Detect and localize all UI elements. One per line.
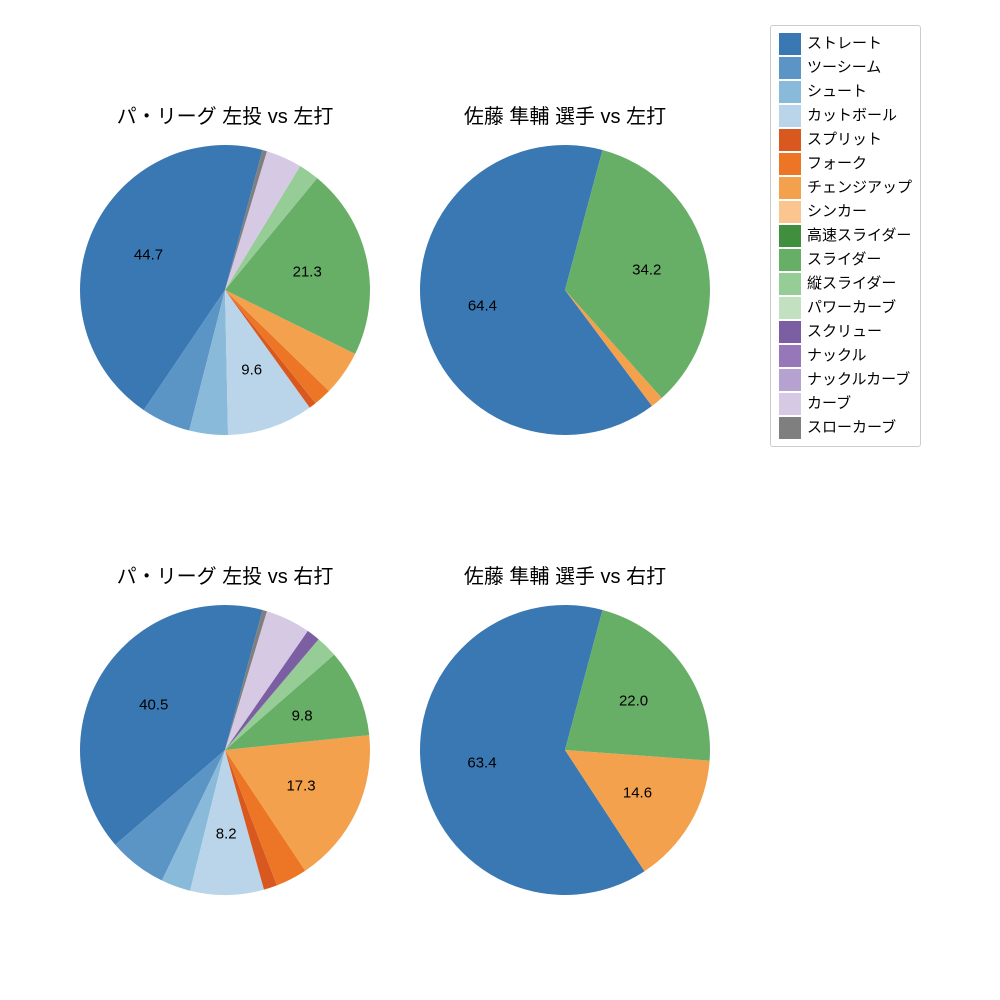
legend-swatch: [779, 105, 801, 127]
legend-item: パワーカーブ: [779, 296, 912, 320]
legend-label: パワーカーブ: [807, 296, 896, 320]
legend-swatch: [779, 81, 801, 103]
pie-chart: [362, 547, 768, 953]
legend-swatch: [779, 33, 801, 55]
legend-swatch: [779, 417, 801, 439]
legend-swatch: [779, 321, 801, 343]
legend-swatch: [779, 177, 801, 199]
legend-label: 高速スライダー: [807, 224, 911, 248]
legend-item: スクリュー: [779, 320, 912, 344]
legend-item: 縦スライダー: [779, 272, 912, 296]
legend-item: フォーク: [779, 152, 912, 176]
legend-label: フォーク: [807, 152, 867, 176]
legend: ストレートツーシームシュートカットボールスプリットフォークチェンジアップシンカー…: [770, 25, 921, 447]
slice-label: 17.3: [286, 777, 315, 794]
slice-label: 21.3: [293, 264, 322, 281]
legend-swatch: [779, 57, 801, 79]
legend-label: ナックルカーブ: [807, 368, 910, 392]
slice-label: 9.8: [292, 708, 313, 725]
legend-item: ストレート: [779, 32, 912, 56]
legend-label: ストレート: [807, 32, 882, 56]
legend-swatch: [779, 393, 801, 415]
legend-label: シュート: [807, 80, 867, 104]
legend-label: スプリット: [807, 128, 882, 152]
legend-swatch: [779, 225, 801, 247]
legend-swatch: [779, 369, 801, 391]
legend-item: ツーシーム: [779, 56, 912, 80]
legend-label: ツーシーム: [807, 56, 881, 80]
legend-swatch: [779, 249, 801, 271]
legend-item: 高速スライダー: [779, 224, 912, 248]
legend-item: ナックル: [779, 344, 912, 368]
legend-label: スクリュー: [807, 320, 882, 344]
legend-swatch: [779, 201, 801, 223]
legend-item: カーブ: [779, 392, 912, 416]
legend-item: シンカー: [779, 200, 912, 224]
slice-label: 22.0: [619, 693, 648, 710]
legend-label: スライダー: [807, 248, 881, 272]
slice-label: 40.5: [139, 697, 168, 714]
legend-swatch: [779, 129, 801, 151]
slice-label: 44.7: [134, 247, 163, 264]
legend-label: ナックル: [807, 344, 867, 368]
legend-item: シュート: [779, 80, 912, 104]
legend-label: 縦スライダー: [807, 272, 896, 296]
legend-label: カーブ: [807, 392, 851, 416]
legend-label: カットボール: [807, 104, 897, 128]
legend-swatch: [779, 297, 801, 319]
legend-item: カットボール: [779, 104, 912, 128]
slice-label: 64.4: [468, 297, 497, 314]
legend-label: シンカー: [807, 200, 867, 224]
slice-label: 63.4: [467, 755, 496, 772]
legend-swatch: [779, 153, 801, 175]
slice-label: 34.2: [632, 262, 661, 279]
legend-item: スライダー: [779, 248, 912, 272]
slice-label: 14.6: [623, 784, 652, 801]
slice-label: 9.6: [241, 361, 262, 378]
legend-label: チェンジアップ: [807, 176, 912, 200]
legend-swatch: [779, 273, 801, 295]
legend-swatch: [779, 345, 801, 367]
legend-item: ナックルカーブ: [779, 368, 912, 392]
legend-label: スローカーブ: [807, 416, 896, 440]
legend-item: スローカーブ: [779, 416, 912, 440]
pie-chart: [362, 87, 768, 493]
legend-item: スプリット: [779, 128, 912, 152]
slice-label: 8.2: [216, 826, 237, 843]
legend-item: チェンジアップ: [779, 176, 912, 200]
